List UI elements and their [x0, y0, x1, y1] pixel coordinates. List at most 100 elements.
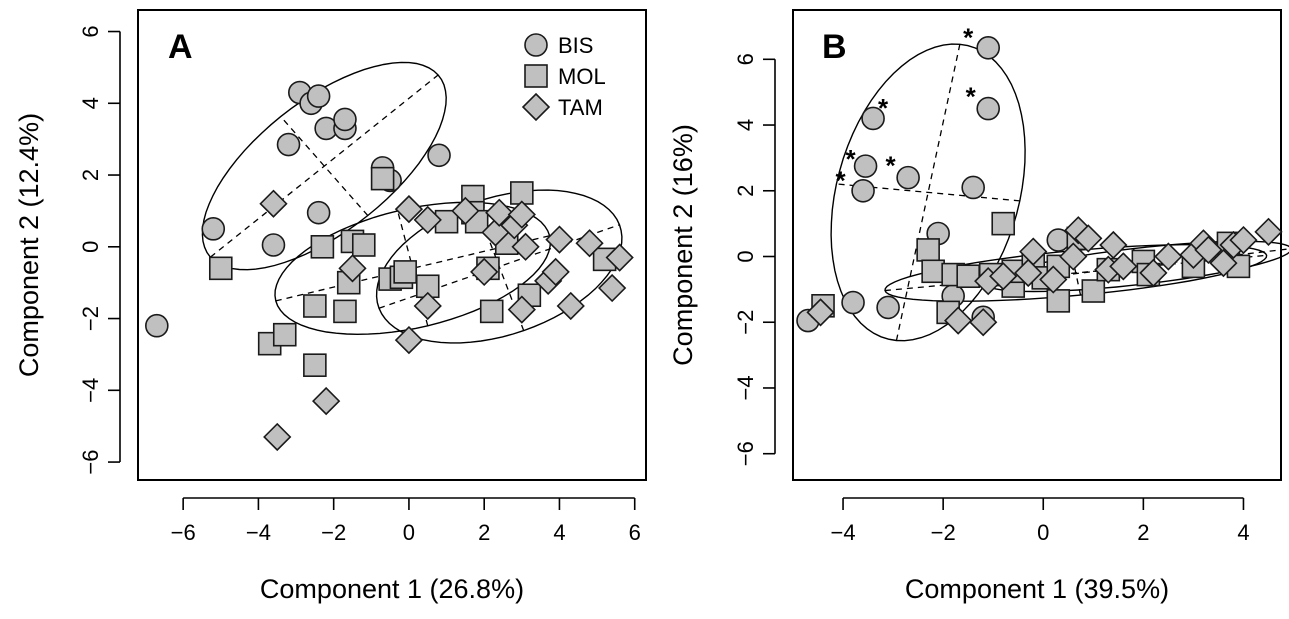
point-tam	[413, 205, 442, 235]
point-tam	[507, 200, 536, 229]
y-tick-label: 2	[78, 169, 103, 181]
x-tick-label: 4	[553, 520, 565, 545]
annotations: ** ****	[835, 22, 976, 195]
point-tam	[263, 422, 292, 452]
point-bis	[306, 84, 331, 108]
y-tick-label: −4	[733, 375, 758, 400]
point-bis	[896, 165, 920, 190]
point-bis	[427, 143, 451, 168]
ellipse-major-axis	[209, 74, 439, 258]
point-tam	[545, 225, 574, 254]
y-tick-label: −4	[78, 378, 103, 403]
point-tam	[394, 325, 424, 355]
asterisk-annotation: *	[878, 93, 889, 123]
point-bis	[976, 35, 1001, 60]
asterisk-annotation: *	[966, 81, 977, 111]
x-tick-label: −2	[321, 520, 346, 545]
y-axis-label: Component 2 (16%)	[668, 124, 698, 366]
x-axis-label: Component 1 (39.5%)	[905, 574, 1169, 604]
point-tam	[944, 306, 973, 335]
point-tam	[598, 273, 627, 303]
point-tam	[259, 189, 288, 218]
point-tam	[1194, 235, 1223, 265]
point-tam	[1019, 237, 1048, 266]
point-bis	[276, 132, 301, 157]
point-mol	[272, 322, 297, 347]
point-mol	[479, 299, 504, 324]
point-tam	[451, 196, 480, 226]
x-axis-label: Component 1 (26.8%)	[260, 574, 524, 604]
point-bis	[333, 107, 357, 132]
y-ticks: −6 −4 −2 0 2 4 6	[78, 25, 121, 475]
asterisk-annotation: *	[886, 150, 897, 180]
point-tam	[1074, 224, 1103, 253]
point-bis	[853, 154, 878, 178]
x-tick-label: 6	[629, 520, 641, 545]
x-tick-label: 4	[1237, 520, 1249, 545]
point-tam	[806, 298, 835, 327]
point-tam	[605, 243, 634, 272]
point-mol	[1046, 289, 1071, 313]
point-bis	[1046, 228, 1071, 252]
x-tick-label: −4	[831, 520, 856, 545]
x-tick-label: −2	[931, 520, 956, 545]
point-mol	[370, 166, 395, 191]
x-tick-label: 2	[1137, 520, 1149, 545]
point-mol	[916, 238, 940, 262]
point-tam	[413, 291, 442, 321]
point-tam	[969, 308, 998, 337]
points	[796, 35, 1283, 337]
points	[145, 80, 634, 452]
point-mol	[956, 264, 980, 289]
y-tick-label: −6	[78, 450, 103, 475]
point-tam	[1254, 217, 1283, 246]
point-mol	[1081, 279, 1106, 303]
point-tam	[338, 254, 367, 283]
point-tam	[1059, 242, 1088, 271]
point-tam	[507, 295, 536, 324]
point-tam	[1099, 230, 1128, 260]
point-mol	[303, 294, 327, 318]
y-tick-label: 4	[78, 97, 103, 109]
point-tam	[485, 198, 514, 227]
y-tick-label: 2	[733, 185, 758, 197]
ellipse-tam	[375, 189, 623, 344]
point-tam	[989, 262, 1018, 291]
y-tick-label: 0	[78, 241, 103, 253]
y-tick-label: 0	[733, 250, 758, 262]
point-tam	[1109, 252, 1138, 281]
y-ticks: −6 −4 −2 0 2 4 6	[733, 53, 776, 466]
y-tick-label: 6	[733, 53, 758, 65]
legend-label: MOL	[558, 64, 606, 89]
plot-frame	[137, 9, 647, 481]
point-tam	[312, 386, 341, 416]
panel-letter: B	[822, 28, 847, 66]
point-mol	[991, 211, 1016, 236]
legend-marker-mol	[524, 64, 548, 88]
point-bis	[976, 96, 1001, 121]
point-bis	[261, 233, 286, 257]
point-mol	[303, 353, 327, 377]
asterisk-annotation: *	[845, 144, 856, 174]
asterisk-annotation: *	[835, 165, 846, 195]
x-tick-label: −4	[246, 520, 271, 545]
legend-label: BIS	[558, 33, 593, 58]
point-tam	[511, 232, 540, 261]
legend-marker-bis	[524, 33, 548, 57]
point-mol	[208, 256, 233, 281]
point-tam	[1014, 258, 1043, 288]
point-mol	[393, 260, 417, 284]
legend-label: TAM	[558, 95, 603, 120]
x-tick-label: 2	[478, 520, 490, 545]
ellipse-major-axis	[378, 224, 620, 309]
point-mol	[921, 259, 945, 284]
panel-a: A −6 −4 −2 0 2 4 6 −6 −4 −2 0 2 4 6 Component 1 (26.…	[14, 9, 647, 604]
panel-letter: A	[168, 28, 193, 66]
x-tick-label: 0	[403, 520, 415, 545]
point-tam	[1229, 225, 1258, 255]
point-tam	[1154, 242, 1183, 271]
ellipse-minor-axis	[836, 183, 1020, 202]
point-bis	[145, 313, 169, 338]
